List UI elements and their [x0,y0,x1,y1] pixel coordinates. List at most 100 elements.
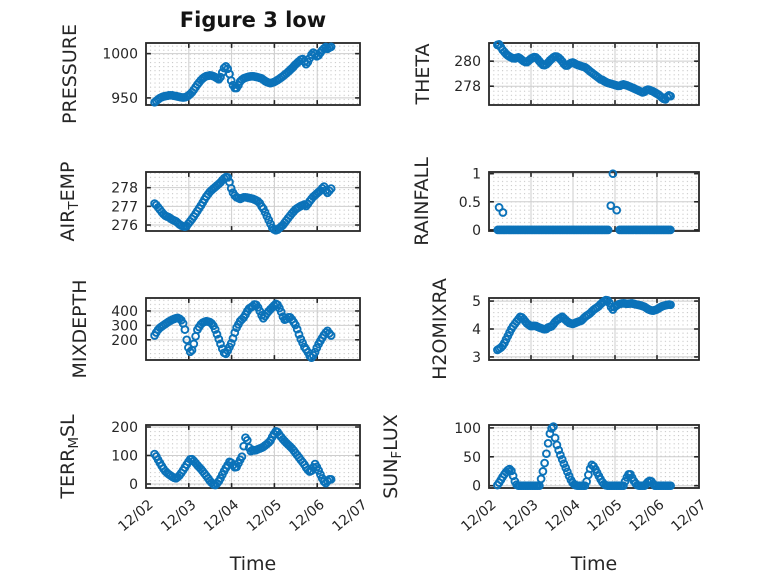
data-point [552,440,562,450]
data-point [210,325,220,334]
data-point [276,307,286,317]
data-point [326,184,336,193]
data-point [612,205,622,215]
data-point [580,481,590,491]
axes-box [488,297,700,361]
xtick-label: 12/02 [458,497,499,535]
data-series-pressure [150,42,336,107]
xtick-label: 12/07 [668,497,709,535]
data-point [666,91,675,101]
data-point [563,467,572,477]
data-point [543,438,553,448]
ytick-label: 100 [454,421,481,437]
ytick-label: 200 [111,333,138,349]
xtick-label: 12/02 [115,497,156,535]
figure-title: Figure 3 low [179,8,327,32]
data-point [189,339,199,349]
data-point [507,466,516,476]
ylabel-theta: THETA [412,43,434,105]
data-point [292,324,302,334]
axes-box [145,42,361,106]
ytick-label: 400 [111,304,138,320]
data-point [545,429,555,439]
data-point [603,225,613,235]
subplot-terr_msl: 0 100 200 TERRMSL 12/02 12/03 12/04 12/05 12/06 1… [57,414,371,535]
ylabel-mixdepth: MIXDEPTH [69,280,91,379]
ytick-label: 278 [454,79,481,95]
xtick-label: 12/04 [542,497,583,535]
ytick-label: 200 [111,420,138,436]
data-point [230,328,240,337]
subplot-sun_flux: 0 50 100 SUNFLUX 12/02 12/03 12/04 12/05 12/06 12… [380,414,710,535]
ytick-label: 1 [472,167,481,183]
ytick-label: 3 [472,350,481,366]
data-point [556,450,565,460]
xtick-label: 12/05 [244,497,285,535]
subplot-pressure: 950 1000 PRESSURE [59,24,361,124]
data-point [608,169,618,179]
data-point [180,325,190,334]
ytick-label: 0.5 [459,195,481,211]
data-point [666,300,675,310]
data-point [498,208,508,217]
ytick-label: 300 [111,318,138,334]
subplot-theta: 278 280 THETA [412,40,700,106]
ylabel-rainfall: RAINFALL [411,157,433,246]
xtick-label: 12/05 [584,497,625,535]
ytick-label: 276 [111,218,138,234]
ylabel-terr_msl: TERRMSL [57,414,82,500]
data-point [239,441,249,451]
data-series-mixdepth [150,299,336,363]
data-point [237,452,247,462]
data-point [212,329,222,339]
xtick-label: 12/04 [201,497,242,535]
data-point [291,320,300,330]
data-point [547,424,556,433]
data-series-h2omixra [493,295,675,355]
data-point [216,339,225,349]
ytick-label: 50 [463,450,481,466]
data-point [619,481,628,491]
data-point [226,339,236,348]
ytick-label: 5 [472,294,481,310]
data-point [223,173,233,182]
xtick-label: 12/03 [158,497,199,535]
ylabel-air_temp: AIRTEMP [57,162,82,242]
subplot-air_temp: 276 277 278 AIRTEMP [57,162,361,242]
data-point [666,225,675,235]
data-point [326,474,336,484]
data-point [536,474,546,484]
axes-box [488,42,700,106]
data-point [242,435,252,445]
data-series-terr_msl [150,427,336,490]
data-point [326,331,336,340]
ylabel-pressure: PRESSURE [59,24,81,124]
data-point [559,459,569,469]
subplot-h2omixra: 3 4 5 H2OMIXRA [429,278,700,380]
data-point [326,42,336,52]
ytick-label: 1000 [102,47,138,63]
xtick-label: 12/06 [287,497,328,535]
xtick-label: 12/07 [329,497,370,535]
data-series-air_temp [150,172,336,235]
data-point [305,351,315,361]
data-series-sun_flux [493,422,675,491]
axes-box [145,424,361,489]
data-point [605,298,614,308]
xaxis-label-left: Time [229,553,277,575]
data-point [214,334,224,344]
xtick-label: 12/06 [626,497,667,535]
data-point [540,458,549,468]
data-point [549,422,558,431]
data-point [294,330,304,339]
data-point [310,347,320,357]
axes-box [145,297,361,361]
data-point [223,64,233,74]
data-series-theta [493,40,675,104]
data-series-rainfall [493,169,675,235]
xaxis-label-right: Time [570,553,618,575]
data-point [542,449,551,459]
